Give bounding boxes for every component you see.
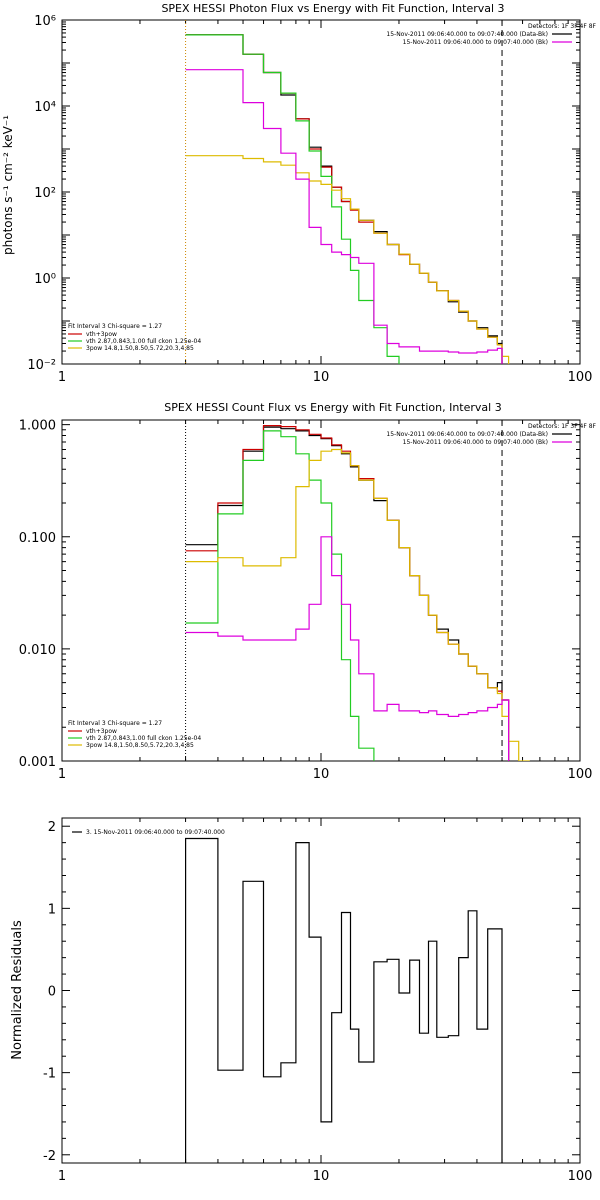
residuals-panel: 1 10 100 -2 -1 0 1 2 3. 15-Nov-2011 09:06:40.000… — [10, 817, 593, 1184]
legend-entry-text: 3pow 14.8,1.50,8.50,5.72,20.3,4.85 — [86, 345, 194, 352]
legend-entry-text: vth+3pow — [86, 728, 117, 735]
legend-entry-text: 15-Nov-2011 09:06:40.000 to 09:07:40.000… — [386, 431, 548, 438]
series-bk — [185, 69, 503, 364]
y-tick-label: 2 — [48, 820, 56, 835]
photon-flux-ylabel: photons s⁻¹ cm⁻² keV⁻¹ — [1, 115, 15, 255]
x-tick-label: 1 — [58, 1169, 66, 1184]
y-tick-label: 0.001 — [19, 755, 56, 770]
residuals-ylabel: Normalized Residuals — [10, 920, 25, 1060]
y-tick-label: 10⁴ — [34, 100, 56, 115]
y-tick-label: 10⁰ — [34, 272, 56, 287]
legend-entry-text: vth 2.87,0.843,1.00 full ckon 1.25e-04 — [86, 735, 201, 742]
count-flux-panel: SPEX HESSI Count Flux vs Energy with Fit… — [19, 401, 597, 782]
legend-entry-text: 15-Nov-2011 09:06:40.000 to 09:07:40.000… — [386, 31, 548, 38]
y-tick-label: -2 — [43, 1149, 56, 1164]
detectors-label: Detectors: 1F 3F 4F 8F — [528, 23, 597, 30]
count-flux-title: SPEX HESSI Count Flux vs Energy with Fit… — [164, 401, 501, 414]
legend-entry-text: 15-Nov-2011 09:06:40.000 to 09:07:40.000… — [403, 439, 548, 446]
x-tick-label: 10 — [313, 370, 330, 385]
residuals-plot: 1 10 100 -2 -1 0 1 2 3. 15-Nov-2011 09:06:40.000… — [43, 817, 593, 1184]
fit-legend-header: Fit Interval 3 Chi-square = 1.27 — [68, 720, 162, 727]
count-flux-plot: 1 10 100 0.001 0.010 0.100 1.000 Detectors: 1F … — [19, 419, 597, 782]
photon-flux-title: SPEX HESSI Photon Flux vs Energy with Fi… — [161, 2, 504, 15]
legend-entry-text: 3pow 14.8,1.50,8.50,5.72,20.3,4.85 — [86, 742, 194, 749]
y-tick-label: 0.100 — [19, 531, 56, 546]
y-tick-label: 1 — [48, 902, 56, 917]
legend-entry-text: 3. 15-Nov-2011 09:06:40.000 to 09:07:40.… — [86, 829, 225, 836]
photon-flux-panel: SPEX HESSI Photon Flux vs Energy with Fi… — [1, 2, 597, 385]
x-tick-label: 100 — [568, 1169, 593, 1184]
legend-entry-text: vth+3pow — [86, 331, 117, 338]
legend-entry-text: 15-Nov-2011 09:06:40.000 to 09:07:40.000… — [403, 39, 548, 46]
x-tick-label: 100 — [568, 370, 593, 385]
y-tick-label: 10⁻² — [27, 358, 56, 373]
x-tick-label: 1 — [58, 370, 66, 385]
x-tick-label: 1 — [58, 767, 66, 782]
fit-legend-header: Fit Interval 3 Chi-square = 1.27 — [68, 323, 162, 330]
y-tick-label: 0 — [48, 985, 56, 1000]
series-residuals — [185, 837, 503, 1163]
y-tick-label: 10² — [34, 186, 56, 201]
y-tick-label: 10⁶ — [34, 14, 56, 29]
series-3pow — [185, 448, 530, 761]
x-tick-label: 10 — [313, 1169, 330, 1184]
y-tick-label: 0.010 — [19, 643, 56, 658]
y-tick-label: -1 — [43, 1067, 56, 1082]
detectors-label: Detectors: 1F 3F 4F 8F — [528, 423, 597, 430]
legend-entry-text: vth 2.87,0.843,1.00 full ckon 1.25e-04 — [86, 338, 201, 345]
x-tick-label: 100 — [568, 767, 593, 782]
x-tick-label: 10 — [313, 767, 330, 782]
y-tick-label: 1.000 — [19, 419, 56, 434]
photon-flux-plot: 1 10 100 10⁻² 10⁰ 10² 10⁴ 10⁶ Detectors: 1F 3F 4… — [27, 14, 596, 385]
series-bk — [185, 536, 510, 761]
